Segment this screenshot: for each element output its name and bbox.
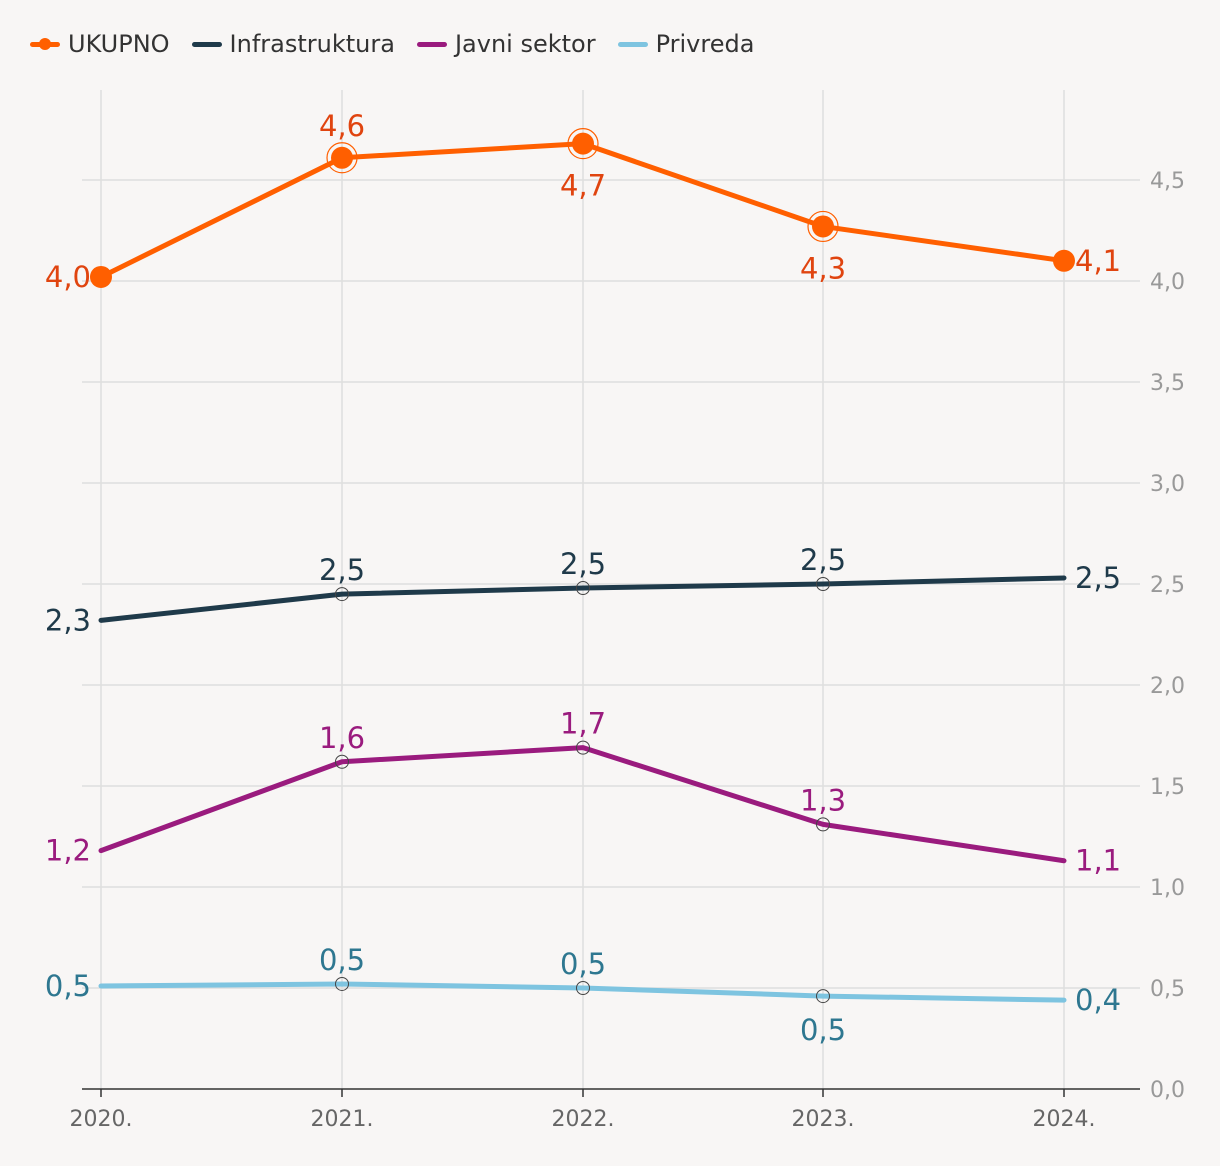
y-tick-label: 3,0 [1150, 472, 1185, 497]
data-point-ukupno [572, 132, 594, 155]
x-tick-label: 2022. [552, 1107, 615, 1132]
data-point-javni-sektor [816, 817, 830, 832]
data-label-infrastruktura: 2,3 [45, 603, 91, 637]
data-label-infrastruktura: 2,5 [560, 547, 606, 581]
data-label-javni-sektor: 1,6 [319, 721, 365, 755]
data-point-ukupno [90, 265, 112, 288]
data-label-privreda: 0,5 [45, 969, 91, 1003]
legend-label-ukupno: UKUPNO [68, 30, 170, 58]
data-label-infrastruktura: 2,5 [800, 543, 846, 577]
data-label-javni-sektor: 1,7 [560, 707, 606, 741]
data-label-javni-sektor: 1,2 [45, 834, 91, 868]
y-tick-label: 1,5 [1150, 775, 1185, 800]
y-tick-label: 3,5 [1150, 371, 1185, 396]
point-halo-ukupno [326, 142, 358, 174]
data-point-ukupno [812, 215, 834, 238]
y-tick-label: 2,5 [1150, 573, 1185, 598]
data-label-ukupno: 4,6 [319, 109, 365, 143]
data-point-privreda [576, 981, 590, 995]
series-line-infrastruktura [98, 575, 1067, 623]
legend-label-infrastruktura: Infrastruktura [229, 30, 395, 58]
data-point-javni-sektor [576, 740, 590, 755]
point-halo-ukupno [807, 210, 839, 243]
data-label-javni-sektor: 1,1 [1075, 844, 1121, 878]
y-tick-label: 2,0 [1150, 674, 1185, 699]
data-label-infrastruktura: 2,5 [319, 553, 365, 587]
data-label-privreda: 0,4 [1075, 983, 1121, 1017]
legend-item-privreda[interactable]: Privreda [617, 30, 755, 58]
data-point-ukupno [331, 146, 353, 169]
legend-label-javni-sektor: Javni sektor [454, 30, 596, 58]
data-point-privreda [335, 976, 349, 991]
x-tick-label: 2023. [792, 1107, 855, 1132]
legend-swatch-privreda [617, 41, 648, 47]
y-tick-label: 4,5 [1150, 169, 1185, 194]
data-label-ukupno: 4,7 [560, 169, 606, 203]
legend-swatch-javni-sektor [416, 41, 447, 47]
data-label-privreda: 0,5 [319, 943, 365, 977]
data-label-infrastruktura: 2,5 [1075, 561, 1121, 595]
data-label-privreda: 0,5 [560, 947, 606, 981]
data-point-privreda [816, 989, 830, 1004]
y-tick-label: 1,0 [1150, 876, 1185, 901]
data-label-ukupno: 4,0 [45, 260, 91, 294]
data-label-ukupno: 4,1 [1075, 244, 1121, 278]
series-line-javni-sektor [98, 745, 1067, 864]
legend-item-javni-sektor[interactable]: Javni sektor [416, 30, 596, 58]
legend: UKUPNO Infrastruktura Javni sektor Privr… [30, 30, 754, 58]
data-point-ukupno [1053, 249, 1075, 272]
y-tick-label: 0,5 [1150, 977, 1185, 1002]
y-tick-label: 0,0 [1150, 1078, 1185, 1103]
data-point-infrastruktura [576, 581, 590, 596]
data-label-ukupno: 4,3 [800, 251, 846, 285]
legend-swatch-ukupno [30, 37, 60, 50]
y-tick-label: 4,0 [1150, 270, 1185, 295]
legend-label-privreda: Privreda [655, 30, 755, 58]
x-tick-label: 2020. [70, 1107, 133, 1132]
series-line-privreda [98, 981, 1067, 1003]
data-point-infrastruktura [816, 577, 830, 591]
x-tick-label: 2024. [1033, 1107, 1096, 1132]
legend-item-ukupno[interactable]: UKUPNO [30, 30, 170, 58]
data-point-javni-sektor [335, 754, 349, 769]
x-tick-label: 2021. [311, 1107, 374, 1132]
data-label-privreda: 0,5 [800, 1013, 846, 1047]
data-label-javni-sektor: 1,3 [800, 783, 846, 817]
data-point-infrastruktura [335, 587, 349, 602]
legend-item-infrastruktura[interactable]: Infrastruktura [191, 30, 395, 58]
legend-swatch-infrastruktura [191, 41, 222, 47]
point-halo-ukupno [567, 128, 599, 160]
